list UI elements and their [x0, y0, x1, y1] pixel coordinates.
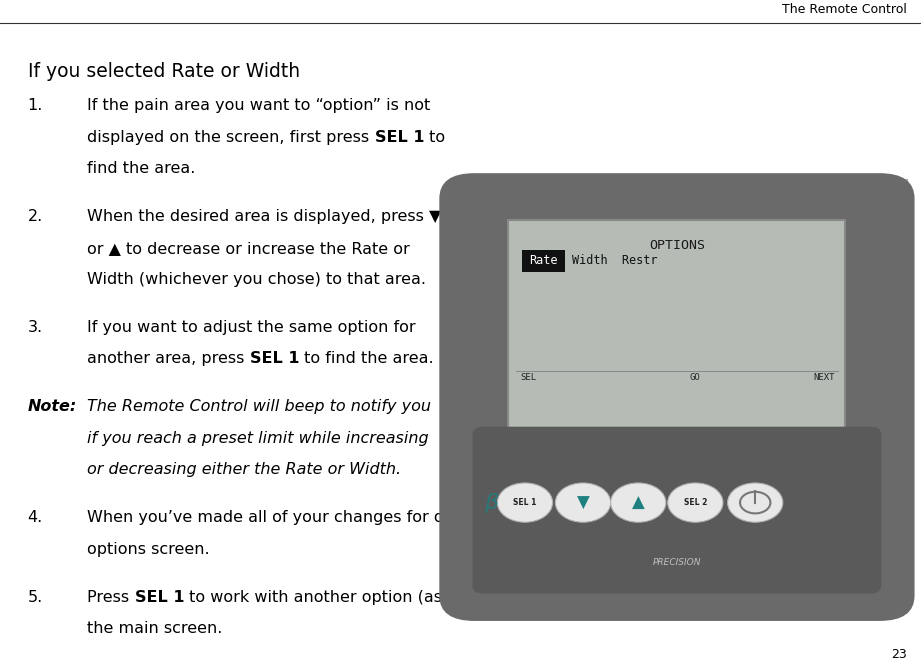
Text: Width (whichever you chose) to that area.: Width (whichever you chose) to that area… — [87, 272, 426, 287]
Text: If the pain area you want to “option” is not: If the pain area you want to “option” is… — [87, 98, 431, 114]
Text: or decreasing either the Rate or Width.: or decreasing either the Rate or Width. — [87, 462, 402, 477]
Text: SEL 2: SEL 2 — [683, 498, 707, 507]
Text: ▲: ▲ — [632, 494, 645, 512]
Text: OPTIONS: OPTIONS — [649, 239, 705, 252]
FancyBboxPatch shape — [472, 427, 881, 593]
Text: SEL 1: SEL 1 — [134, 589, 184, 605]
FancyBboxPatch shape — [522, 250, 565, 272]
Text: When the desired area is displayed, press ▼: When the desired area is displayed, pres… — [87, 209, 442, 224]
Text: options screen.: options screen. — [87, 541, 210, 557]
Ellipse shape — [611, 483, 666, 522]
Text: 2.: 2. — [28, 209, 43, 224]
Text: displayed on the screen, first press: displayed on the screen, first press — [87, 130, 375, 145]
Text: Press: Press — [87, 589, 134, 605]
Text: if you reach a preset limit while increasing: if you reach a preset limit while increa… — [87, 431, 429, 446]
Text: SEL 1: SEL 1 — [250, 351, 299, 367]
Text: to work with another option (as described above), or press: to work with another option (as describe… — [184, 589, 667, 605]
Ellipse shape — [497, 483, 553, 522]
FancyBboxPatch shape — [439, 173, 915, 621]
Text: find the area.: find the area. — [87, 161, 196, 176]
Text: Rate: Rate — [530, 254, 557, 268]
Text: β: β — [484, 492, 498, 512]
Ellipse shape — [728, 483, 783, 522]
Text: NEXT: NEXT — [814, 373, 835, 381]
Text: another area, press: another area, press — [87, 351, 250, 367]
FancyBboxPatch shape — [451, 179, 907, 612]
Text: Note:: Note: — [0, 668, 1, 669]
Text: to return to the: to return to the — [697, 510, 825, 525]
Text: PRECISION: PRECISION — [653, 559, 701, 567]
Text: If you selected Rate or Width: If you selected Rate or Width — [28, 62, 299, 81]
Text: SEL 1: SEL 1 — [375, 130, 425, 145]
Text: to: to — [425, 130, 446, 145]
Text: 5.: 5. — [28, 589, 43, 605]
Text: 3.: 3. — [28, 320, 42, 335]
Text: Width  Restr: Width Restr — [572, 254, 658, 268]
Text: GO: GO — [690, 373, 701, 381]
Text: 4.: 4. — [28, 510, 43, 525]
Text: or ▲ to decrease or increase the Rate or: or ▲ to decrease or increase the Rate or — [87, 241, 410, 256]
Text: If you want to adjust the same option for: If you want to adjust the same option fo… — [87, 320, 416, 335]
Text: SEL: SEL — [520, 373, 537, 381]
Text: SEL 2 [NEXT]: SEL 2 [NEXT] — [667, 589, 785, 605]
Text: The Remote Control will beep to notify you: The Remote Control will beep to notify y… — [87, 399, 432, 414]
Text: 23: 23 — [892, 648, 907, 661]
Text: SEL 2 [BACK]: SEL 2 [BACK] — [578, 510, 697, 525]
Text: 1.: 1. — [28, 98, 43, 114]
Text: to return to: to return to — [785, 589, 881, 605]
Text: When you’ve made all of your changes for one option, press: When you’ve made all of your changes for… — [87, 510, 578, 525]
Ellipse shape — [668, 483, 723, 522]
Text: the main screen.: the main screen. — [87, 621, 223, 636]
FancyBboxPatch shape — [508, 220, 845, 430]
Ellipse shape — [555, 483, 611, 522]
Text: The Remote Control: The Remote Control — [782, 3, 907, 16]
Text: SEL 1: SEL 1 — [513, 498, 537, 507]
Text: ▼: ▼ — [577, 494, 589, 512]
Text: to find the area.: to find the area. — [299, 351, 434, 367]
Text: Note:: Note: — [28, 399, 76, 414]
